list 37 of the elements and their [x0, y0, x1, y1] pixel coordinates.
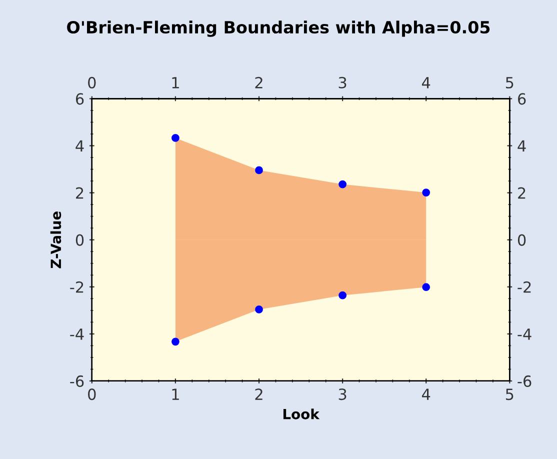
y-axis-title: Z-Value — [50, 211, 62, 268]
y2-tick-label: 0 — [518, 234, 526, 246]
x2-tick-label: 4 — [422, 77, 430, 88]
y-tick-label: 2 — [76, 187, 84, 199]
y2-tick-label: -6 — [518, 375, 532, 387]
x2-tick-label: 5 — [506, 77, 514, 88]
x2-tick-label: 0 — [88, 76, 96, 88]
x-tick-label: 2 — [255, 388, 262, 400]
x-tick-label: 4 — [422, 388, 430, 400]
point — [422, 188, 430, 196]
x2-tick-label: 1 — [172, 77, 179, 88]
point — [338, 180, 347, 188]
point — [422, 283, 430, 292]
x-axis-title: Look — [283, 408, 320, 420]
x2-tick-label: 2 — [255, 76, 262, 88]
y2-tick-label: 6 — [518, 93, 526, 105]
y-tick-label: 4 — [76, 140, 84, 152]
y-tick-label: -4 — [70, 328, 84, 340]
y2-tick-label: 4 — [518, 140, 526, 152]
x-tick-label: 1 — [172, 388, 179, 400]
x2-tick-label: 3 — [338, 76, 346, 88]
chart-title: O'Brien-Fleming Boundaries with Alpha=0.05 — [67, 20, 490, 37]
x-tick-label: 5 — [506, 388, 514, 400]
point — [255, 306, 263, 314]
y2-tick-label: -4 — [518, 328, 532, 340]
x-tick-label: 0 — [88, 388, 96, 400]
point — [338, 291, 347, 300]
y2-tick-label: -2 — [518, 281, 531, 293]
y2-tick-label: 2 — [518, 187, 526, 199]
y-tick-label: 6 — [76, 93, 84, 105]
point — [255, 166, 263, 174]
y-tick-label: -2 — [70, 281, 84, 293]
x-tick-label: 3 — [338, 388, 346, 400]
y-tick-label: -6 — [70, 375, 84, 387]
y-tick-label: 0 — [76, 234, 84, 246]
point — [172, 134, 180, 142]
point — [172, 338, 180, 346]
